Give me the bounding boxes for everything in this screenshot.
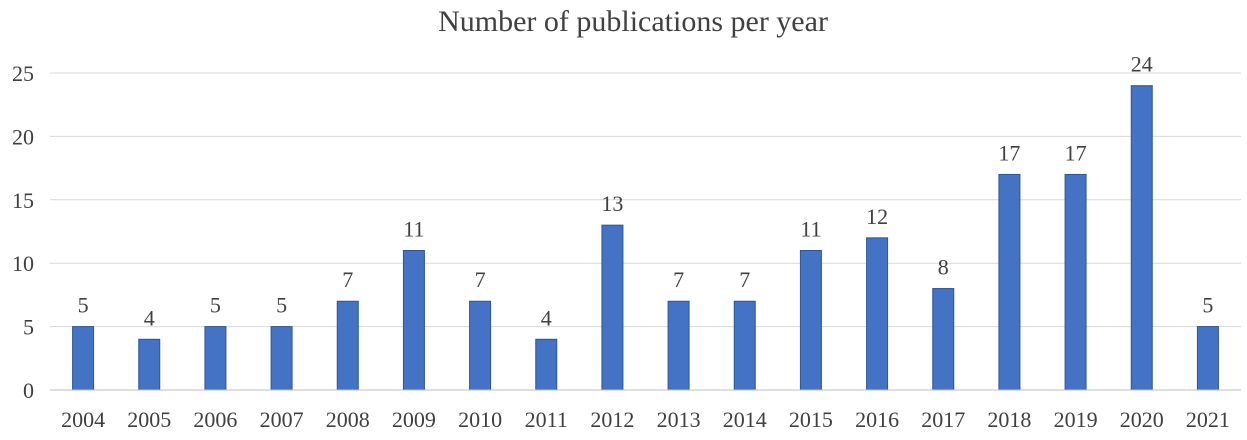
data-label-2017: 8	[938, 255, 949, 280]
x-tick-label-2007: 2007	[260, 407, 304, 432]
data-label-2018: 17	[998, 140, 1020, 165]
data-label-2008: 7	[342, 267, 353, 292]
y-axis-tick-labels: 0 5 10 15 20 25	[12, 61, 34, 403]
y-tick-label: 15	[12, 188, 34, 213]
x-tick-label-2005: 2005	[127, 407, 171, 432]
bar-2015	[799, 250, 822, 391]
data-label-2009: 11	[403, 217, 424, 242]
y-tick-label: 0	[23, 378, 34, 403]
y-tick-label: 20	[12, 124, 34, 149]
data-label-2014: 7	[739, 267, 750, 292]
x-tick-label-2013: 2013	[657, 407, 701, 432]
bar-2019	[1064, 173, 1087, 391]
x-tick-label-2018: 2018	[987, 407, 1031, 432]
data-label-2010: 7	[475, 267, 486, 292]
data-label-2007: 5	[276, 293, 287, 318]
x-tick-label-2021: 2021	[1186, 407, 1230, 432]
data-label-2020: 24	[1131, 52, 1153, 77]
x-tick-label-2020: 2020	[1120, 407, 1164, 432]
x-tick-label-2011: 2011	[525, 407, 568, 432]
bar-2016	[866, 237, 889, 391]
y-tick-label: 10	[12, 251, 34, 276]
bar-2004	[72, 326, 95, 391]
bars	[72, 85, 1219, 391]
bar-2012	[601, 224, 624, 391]
x-tick-label-2010: 2010	[458, 407, 502, 432]
data-label-2021: 5	[1202, 293, 1213, 318]
data-label-2012: 13	[601, 191, 623, 216]
gridlines	[50, 72, 1241, 328]
data-labels: 5 4 5 5 7 11 7 4 13 7 7 11 12 8 17 17 24 5	[78, 52, 1214, 331]
bar-2021	[1196, 326, 1219, 391]
data-label-2015: 11	[800, 217, 821, 242]
bar-2013	[667, 300, 690, 391]
x-tick-label-2008: 2008	[326, 407, 370, 432]
data-label-2013: 7	[673, 267, 684, 292]
x-tick-label-2012: 2012	[590, 407, 634, 432]
x-tick-label-2014: 2014	[723, 407, 767, 432]
chart-title: Number of publications per year	[438, 5, 828, 38]
x-axis-tick-labels: 2004 2005 2006 2007 2008 2009 2010 2011 2012 2013…	[61, 407, 1230, 432]
x-tick-label-2004: 2004	[61, 407, 105, 432]
x-tick-label-2015: 2015	[789, 407, 833, 432]
data-label-2016: 12	[866, 204, 888, 229]
bar-2009	[402, 250, 425, 391]
x-tick-label-2009: 2009	[392, 407, 436, 432]
x-tick-label-2017: 2017	[921, 407, 965, 432]
bar-2008	[336, 300, 359, 391]
y-tick-label: 25	[12, 61, 34, 86]
data-label-2004: 5	[78, 293, 89, 318]
data-label-2019: 17	[1065, 140, 1087, 165]
data-label-2011: 4	[541, 305, 552, 330]
bar-2005	[138, 338, 161, 391]
bar-2018	[998, 173, 1021, 391]
x-tick-label-2019: 2019	[1054, 407, 1098, 432]
x-tick-label-2016: 2016	[855, 407, 899, 432]
y-tick-label: 5	[23, 315, 34, 340]
bar-2010	[469, 300, 492, 391]
bar-2006	[204, 326, 227, 391]
bar-2017	[932, 288, 955, 391]
bar-2020	[1130, 85, 1153, 391]
data-label-2005: 4	[144, 305, 155, 330]
bar-2011	[535, 338, 558, 391]
bar-2014	[733, 300, 756, 391]
x-tick-label-2006: 2006	[193, 407, 237, 432]
data-label-2006: 5	[210, 293, 221, 318]
bar-2007	[270, 326, 293, 391]
